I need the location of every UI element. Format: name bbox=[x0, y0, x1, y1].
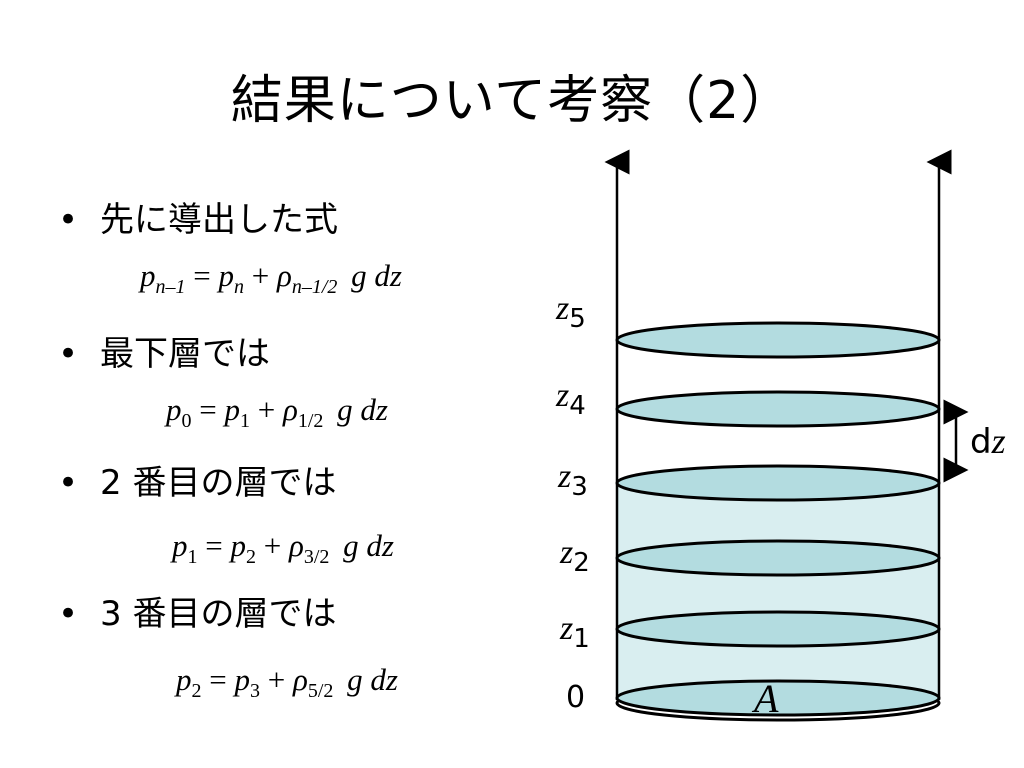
equation-bottom-layer: p0 = p1 + ρ1/2 g dz bbox=[166, 392, 388, 432]
ellipse-z1 bbox=[615, 610, 941, 648]
dz-label: dz bbox=[970, 421, 1006, 462]
label-zero: 0 bbox=[566, 680, 586, 715]
bullet-marker: • bbox=[58, 334, 79, 374]
label-z1: z1 bbox=[560, 610, 590, 654]
ellipse-z3 bbox=[615, 464, 941, 502]
bullet-derived-formula: • 先に導出した式 bbox=[58, 192, 338, 241]
ellipse-z4 bbox=[615, 390, 941, 428]
bullet-text: 先に導出した式 bbox=[100, 200, 338, 240]
bullet-text: 2 番目の層では bbox=[100, 463, 337, 503]
bullet-third-layer: • 3 番目の層では bbox=[58, 586, 336, 635]
filled-column-region bbox=[617, 483, 939, 701]
label-z2: z2 bbox=[560, 534, 590, 578]
bullet-marker: • bbox=[58, 594, 79, 634]
label-z4: z4 bbox=[556, 377, 586, 421]
ellipse-z2 bbox=[615, 539, 941, 577]
bullet-text: 最下層では bbox=[100, 334, 270, 374]
ellipse-z5 bbox=[615, 321, 941, 359]
equation-second-layer: p1 = p2 + ρ3/2 g dz bbox=[172, 528, 394, 568]
label-z5: z5 bbox=[556, 290, 586, 334]
equation-third-layer: p2 = p3 + ρ5/2 g dz bbox=[176, 662, 398, 702]
equation-general: pn–1 = pn + ρn–1/2 g dz bbox=[140, 258, 402, 298]
bullet-marker: • bbox=[58, 463, 79, 503]
bullet-bottom-layer: • 最下層では bbox=[58, 326, 270, 375]
slide-title: 結果について考察（2） bbox=[230, 71, 794, 131]
bullet-second-layer: • 2 番目の層では bbox=[58, 455, 336, 504]
area-label: A bbox=[754, 676, 779, 721]
bullet-marker: • bbox=[58, 200, 79, 240]
label-z3: z3 bbox=[558, 458, 588, 502]
bullet-text: 3 番目の層では bbox=[100, 594, 337, 634]
